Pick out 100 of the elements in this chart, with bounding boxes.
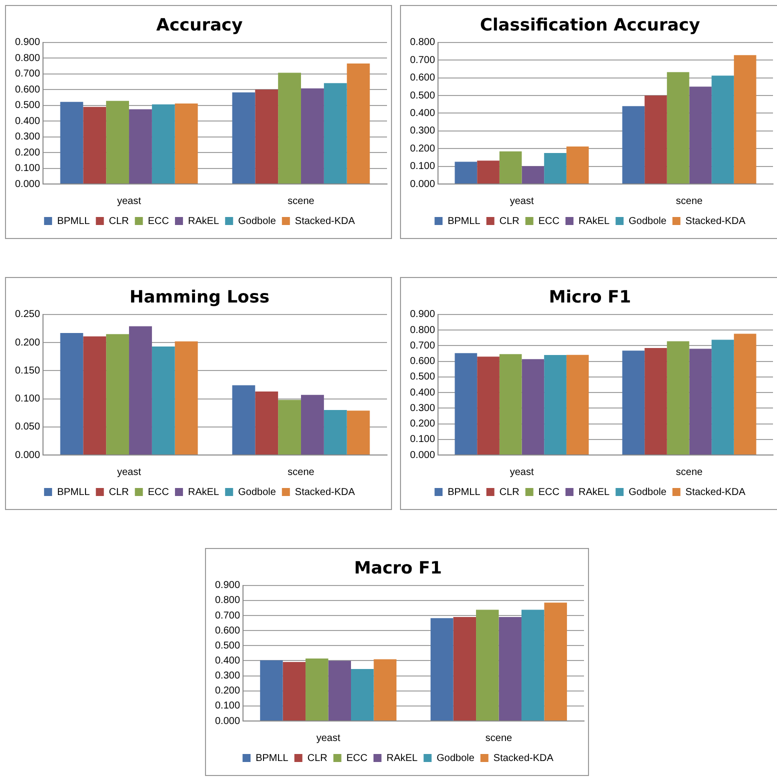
y-tick-label: 0.100 <box>14 394 40 405</box>
y-tick-label: 0.000 <box>410 178 436 190</box>
bar <box>544 602 567 720</box>
bar <box>60 102 84 184</box>
bar <box>60 332 84 454</box>
bar <box>712 76 734 184</box>
chart-title: Classification Accuracy <box>480 16 700 36</box>
y-tick-label: 0.900 <box>214 580 240 592</box>
bar <box>83 336 106 454</box>
bar <box>83 106 106 184</box>
bar <box>232 92 256 184</box>
y-tick-label: 0.900 <box>410 309 436 320</box>
bar <box>346 63 370 184</box>
bar <box>644 96 667 184</box>
y-tick-label: 0.400 <box>214 655 240 666</box>
y-tick-label: 0.700 <box>410 340 436 352</box>
y-tick-label: 0.400 <box>410 387 436 398</box>
bar <box>689 86 712 184</box>
y-tick-label: 0.200 <box>214 686 240 697</box>
legend-label: CLR <box>108 216 129 227</box>
bar <box>499 151 522 184</box>
y-tick-label: 0.000 <box>214 716 240 727</box>
bar <box>152 346 175 454</box>
bar <box>521 610 544 720</box>
bar <box>129 326 152 454</box>
x-tick-label: yeast <box>510 466 534 478</box>
bar <box>301 394 324 454</box>
bar <box>346 410 370 454</box>
y-tick-label: 0.300 <box>410 126 436 137</box>
bar <box>477 160 500 184</box>
legend-label: BPMLL <box>57 486 90 498</box>
y-tick-label: 0.500 <box>410 90 436 102</box>
x-tick-label: scene <box>485 732 513 744</box>
y-tick-label: 0.900 <box>14 37 40 48</box>
bar <box>255 391 278 454</box>
y-tick-label: 0.300 <box>14 132 40 143</box>
y-tick-label: 0.000 <box>14 450 40 461</box>
bar <box>324 410 347 454</box>
bar <box>666 72 690 184</box>
bar <box>453 617 476 720</box>
y-tick-label: 0.200 <box>14 337 40 348</box>
chart-title: Macro F1 <box>354 558 442 579</box>
bar <box>476 610 499 720</box>
y-tick-label: 0.100 <box>410 161 436 172</box>
legend-label: Stacked-KDA <box>685 216 746 227</box>
bar <box>522 166 544 184</box>
legend-label: Stacked-KDA <box>685 486 746 498</box>
y-tick-label: 0.250 <box>14 309 40 320</box>
bar <box>152 104 175 184</box>
bar <box>106 100 130 184</box>
legend-label: Godbole <box>238 486 276 498</box>
bar <box>260 660 283 720</box>
y-tick-label: 0.200 <box>410 418 436 430</box>
legend-label: Godbole <box>628 216 667 227</box>
legend-label: RAkEL <box>578 486 610 498</box>
y-tick-label: 0.050 <box>14 422 40 433</box>
legend-label: Stacked-KDA <box>294 486 356 498</box>
x-tick-label: yeast <box>510 196 534 207</box>
y-tick-label: 0.150 <box>14 365 40 376</box>
legend-label: Stacked-KDA <box>493 752 554 764</box>
chart-title: Accuracy <box>156 16 243 36</box>
legend-label: CLR <box>108 486 129 498</box>
legend-label: BPMLL <box>448 216 481 227</box>
x-tick-label: yeast <box>316 732 340 744</box>
legend-label: ECC <box>148 216 169 227</box>
legend-label: ECC <box>538 486 560 498</box>
legend-label: CLR <box>499 216 520 227</box>
bar <box>106 334 130 454</box>
bar <box>351 669 374 720</box>
legend-label: Godbole <box>436 752 475 764</box>
bar <box>232 385 256 454</box>
bar <box>278 72 302 184</box>
legend-label: CLR <box>499 486 520 498</box>
legend-label: RAkEL <box>188 216 220 227</box>
y-tick-label: 0.500 <box>410 372 436 383</box>
bar <box>454 162 478 184</box>
y-tick-label: 0.800 <box>410 37 436 48</box>
bar <box>324 83 347 184</box>
x-tick-label: yeast <box>117 466 142 478</box>
legend-label: RAkEL <box>386 752 418 764</box>
bar <box>622 106 645 184</box>
y-tick-label: 0.000 <box>410 450 436 461</box>
y-tick-label: 0.400 <box>14 116 40 127</box>
legend-label: BPMLL <box>256 752 289 764</box>
y-tick-label: 0.800 <box>14 52 40 64</box>
y-tick-label: 0.100 <box>214 700 240 712</box>
legend-label: ECC <box>538 216 560 227</box>
y-tick-label: 0.200 <box>14 147 40 158</box>
legend-label: BPMLL <box>448 486 481 498</box>
legend-label: Stacked-KDA <box>294 216 356 227</box>
bar <box>566 146 589 184</box>
bar <box>255 89 278 184</box>
bar <box>129 109 152 184</box>
x-tick-label: scene <box>288 196 315 207</box>
y-tick-label: 0.500 <box>214 640 240 652</box>
bar <box>278 400 302 454</box>
x-tick-label: scene <box>676 196 704 207</box>
bar <box>430 618 454 720</box>
y-tick-label: 0.200 <box>410 143 436 154</box>
y-tick-label: 0.600 <box>214 625 240 636</box>
